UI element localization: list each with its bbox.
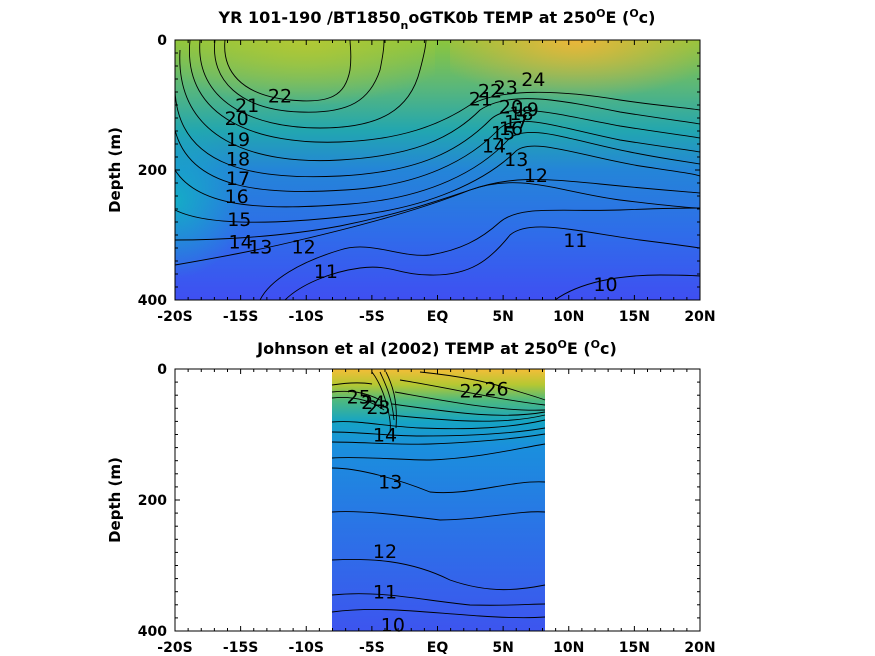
top-x-tick-label: 10N <box>553 309 584 325</box>
bottom-chart-title: Johnson et al (2002) TEMP at 250OE (Oc) <box>256 338 617 358</box>
top-chart-title: YR 101-190 /BT1850noGTK0b TEMP at 250OE … <box>218 7 656 32</box>
bottom-contour-lines <box>331 371 546 619</box>
top-x-tick-label: EQ <box>427 309 449 325</box>
bottom-x-tick-label: 15N <box>619 640 650 656</box>
bottom-x-tick-label: 20N <box>684 640 715 656</box>
top-contour-label: 16 <box>225 186 249 208</box>
top-y-axis-label: Depth (m) <box>106 127 124 213</box>
top-temperature-panel: YR 101-190 /BT1850noGTK0b TEMP at 250OE … <box>106 7 716 325</box>
top-x-tick-label: 20N <box>684 309 715 325</box>
bottom-temperature-panel: Johnson et al (2002) TEMP at 250OE (Oc) <box>106 338 716 656</box>
bottom-y-axis-label: Depth (m) <box>106 457 124 543</box>
top-x-tick-label: -15S <box>223 309 258 325</box>
top-contour-label: 13 <box>504 149 528 171</box>
top-contour-label: 24 <box>521 69 545 91</box>
top-contour-label: 12 <box>292 237 316 259</box>
top-contour-label: 19 <box>515 99 539 121</box>
bottom-x-tick-label: EQ <box>427 640 449 656</box>
bottom-contour-label: 12 <box>373 541 397 563</box>
top-y-tick-label: 0 <box>157 33 167 49</box>
top-x-tick-label: 15N <box>619 309 650 325</box>
bottom-contour-label: 26 <box>484 379 508 401</box>
bottom-x-tick-label: 10N <box>553 640 584 656</box>
top-contour-label: 17 <box>226 168 250 190</box>
top-contour-label: 18 <box>509 103 533 125</box>
top-contour-label: 22 <box>268 85 292 107</box>
top-contour-label: 14 <box>229 232 253 254</box>
bottom-x-tick-label: -10S <box>289 640 324 656</box>
bottom-temperature-field <box>332 369 545 631</box>
bottom-y-tick-label: 400 <box>138 624 167 640</box>
top-contour-label: 13 <box>248 237 272 259</box>
top-contour-label: 23 <box>494 77 518 99</box>
bottom-contour-label: 13 <box>378 472 402 494</box>
top-contour-label: 17 <box>504 111 528 133</box>
top-contour-label: 20 <box>225 108 249 130</box>
top-contour-label: 12 <box>524 165 548 187</box>
bottom-y-axis: 0 200 400 <box>138 362 700 640</box>
top-contour-label: 11 <box>563 230 587 252</box>
top-contour-label: 19 <box>226 129 250 151</box>
top-x-tick-label: 5N <box>492 309 513 325</box>
top-contour-label: 21 <box>235 95 259 117</box>
bottom-x-axis: -20S -15S -10S -5S EQ 5N 10N 15N 20N <box>157 369 716 656</box>
top-x-tick-label: -5S <box>359 309 385 325</box>
bottom-contour-label: 14 <box>373 425 397 447</box>
top-y-tick-label: 400 <box>138 293 167 309</box>
top-contour-label: 15 <box>227 209 251 231</box>
top-temperature-field <box>175 40 700 300</box>
bottom-contour-label: 10 <box>381 614 405 636</box>
top-x-tick-label: -20S <box>157 309 192 325</box>
top-contour-label: 14 <box>482 135 506 157</box>
bottom-contour-label: 24 <box>361 392 385 414</box>
top-contour-label: 11 <box>314 261 338 283</box>
bottom-y-tick-label: 200 <box>138 493 167 509</box>
top-contour-label: 22 <box>478 81 502 103</box>
bottom-x-tick-label: 5N <box>492 640 513 656</box>
top-contour-label: 15 <box>491 122 515 144</box>
top-contour-lines <box>174 39 701 301</box>
bottom-contour-label: 25 <box>347 387 371 409</box>
bottom-x-tick-label: -20S <box>157 640 192 656</box>
top-contour-label: 16 <box>499 118 523 140</box>
top-contour-label: 18 <box>226 148 250 170</box>
top-contour-label: 20 <box>499 96 523 118</box>
top-x-tick-label: -10S <box>289 309 324 325</box>
bottom-contour-label: 22 <box>460 381 484 403</box>
top-contour-label: 21 <box>469 89 493 111</box>
top-y-axis: 0 200 400 <box>138 33 700 309</box>
bottom-contour-label: 23 <box>366 397 390 419</box>
top-contour-label: 10 <box>593 274 617 296</box>
top-y-tick-label: 200 <box>138 163 167 179</box>
top-x-axis: -20S -15S -10S -5S EQ 5N 10N 15N 20N <box>157 40 716 325</box>
bottom-y-tick-label: 0 <box>157 362 167 378</box>
bottom-contour-label: 11 <box>373 582 397 604</box>
bottom-x-tick-label: -5S <box>359 640 385 656</box>
bottom-x-tick-label: -15S <box>223 640 258 656</box>
